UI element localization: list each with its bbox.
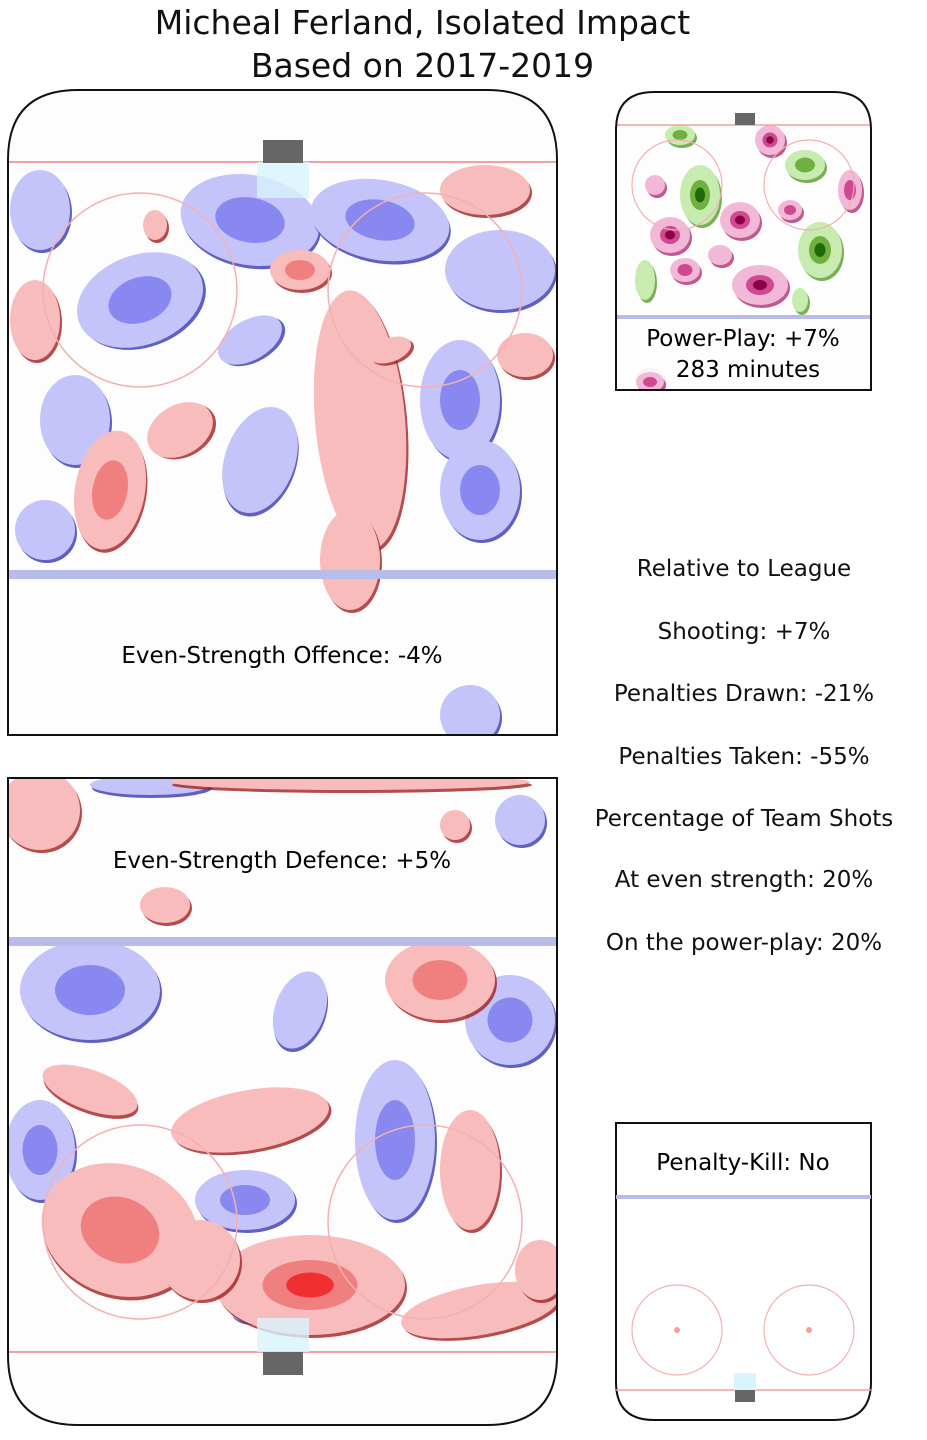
summary-even-strength-share: At even strength: 20% [614, 867, 874, 893]
penalty-kill-label: Penalty-Kill: No [656, 1150, 829, 1176]
contour-blob-inner [643, 377, 657, 387]
contour-blob-core [695, 187, 705, 203]
contour-blob-inner [487, 997, 533, 1043]
contour-blob-inner [55, 965, 125, 1015]
contour-blob [42, 1064, 138, 1116]
offence-faceoff-circle-right [327, 192, 523, 388]
contour-blob-inner [345, 199, 415, 241]
contour-blob [635, 260, 655, 300]
contour-blob-inner [440, 370, 480, 430]
defence-faceoff-circle-right [327, 1124, 523, 1320]
power-play-net [735, 113, 755, 125]
contour-blob [440, 685, 500, 735]
contour-blob-inner [375, 1100, 415, 1180]
contour-blob-inner [80, 1196, 160, 1264]
contour-blob [222, 406, 298, 514]
penalty-kill-blue-line [616, 1195, 871, 1199]
summary-power-play-share: On the power-play: 20% [605, 930, 883, 956]
contour-blob-core [735, 215, 745, 225]
contour-blob [170, 778, 530, 790]
chart-subtitle: Based on 2017-2019 [250, 46, 595, 85]
power-play-faceoff-circle-right [763, 139, 855, 231]
contour-blob [320, 510, 380, 610]
contour-blob-core [766, 136, 774, 144]
chart-title: Micheal Ferland, Isolated Impact [154, 3, 691, 42]
defence-rink-border [7, 777, 558, 1426]
defence-contours [8, 778, 557, 1425]
offence-label: Even-Strength Offence: -4% [121, 643, 442, 669]
penalty-kill-faceoff-circle-right [763, 1284, 855, 1376]
contour-blob [8, 778, 80, 850]
contour-blob [171, 1087, 329, 1153]
defence-net [263, 1352, 303, 1375]
contour-blob [10, 280, 60, 360]
contour-blob [15, 500, 75, 560]
contour-blob [40, 375, 110, 465]
offence-rink-border [7, 89, 558, 736]
contour-blob-inner [795, 157, 815, 173]
contour-blob-inner [22, 1125, 58, 1175]
contour-blob [10, 170, 70, 250]
penalty-kill-faceoff-dot-left [674, 1327, 680, 1333]
defence-crease [257, 1318, 309, 1352]
contour-blob [440, 1110, 500, 1230]
contour-blob-inner [412, 960, 468, 1000]
summary-team-shots-heading: Percentage of Team Shots [594, 806, 894, 832]
summary-penalties-drawn: Penalties Drawn: -21% [613, 681, 875, 707]
power-play-contours [616, 92, 871, 390]
contour-blob-inner [108, 276, 172, 324]
contour-blob-core [753, 280, 767, 290]
power-play-blue-line [616, 315, 871, 319]
contour-blob-inner [677, 264, 693, 276]
contour-blob [445, 230, 555, 310]
contour-blob [495, 795, 545, 845]
offence-crease [257, 162, 309, 198]
contour-blob [272, 971, 328, 1049]
contour-blob-core [665, 230, 675, 240]
penalty-kill-net [735, 1390, 755, 1402]
contour-blob [708, 245, 732, 265]
contour-blob [368, 336, 412, 364]
contour-blob-core [286, 1272, 334, 1298]
offence-net [263, 140, 303, 163]
contour-blob [143, 210, 167, 240]
power-play-label: Power-Play: +7% [646, 326, 839, 352]
penalty-kill-faceoff-circle-left [631, 1284, 723, 1376]
contour-blob [140, 887, 190, 923]
contour-blob-inner [460, 465, 500, 515]
power-play-faceoff-circle-left [631, 139, 723, 231]
contour-blob [440, 165, 530, 215]
power-play-minutes: 283 minutes [676, 357, 820, 383]
summary-penalties-taken: Penalties Taken: -55% [618, 744, 870, 770]
contour-blob [440, 810, 470, 840]
defence-blue-line [8, 937, 557, 946]
penalty-kill-crease [734, 1373, 756, 1390]
contour-blob-inner [220, 1185, 270, 1215]
contour-blob [515, 1240, 557, 1300]
penalty-kill-faceoff-dot-right [806, 1327, 812, 1333]
contour-blob-core [814, 243, 826, 257]
contour-blob-inner [672, 130, 688, 140]
power-play-rink-border [615, 91, 872, 391]
contour-blob [401, 1281, 557, 1339]
offence-contours [8, 90, 557, 735]
contour-blob-inner [285, 260, 315, 280]
contour-blob [147, 402, 213, 458]
summary-shooting: Shooting: +7% [657, 619, 831, 645]
contour-blob-inner [91, 460, 129, 520]
contour-blob [792, 288, 808, 312]
contour-blob-inner [215, 197, 285, 243]
contour-blob [160, 1220, 240, 1300]
defence-faceoff-circle-left [42, 1124, 238, 1320]
summary-heading: Relative to League [636, 556, 852, 582]
contour-blob [218, 315, 282, 365]
defence-label: Even-Strength Defence: +5% [113, 848, 451, 874]
contour-blob-inner [784, 205, 796, 215]
contour-blob [497, 333, 553, 377]
offence-faceoff-circle-left [42, 192, 238, 388]
offence-blue-line [8, 570, 557, 579]
contour-blob [645, 175, 665, 195]
